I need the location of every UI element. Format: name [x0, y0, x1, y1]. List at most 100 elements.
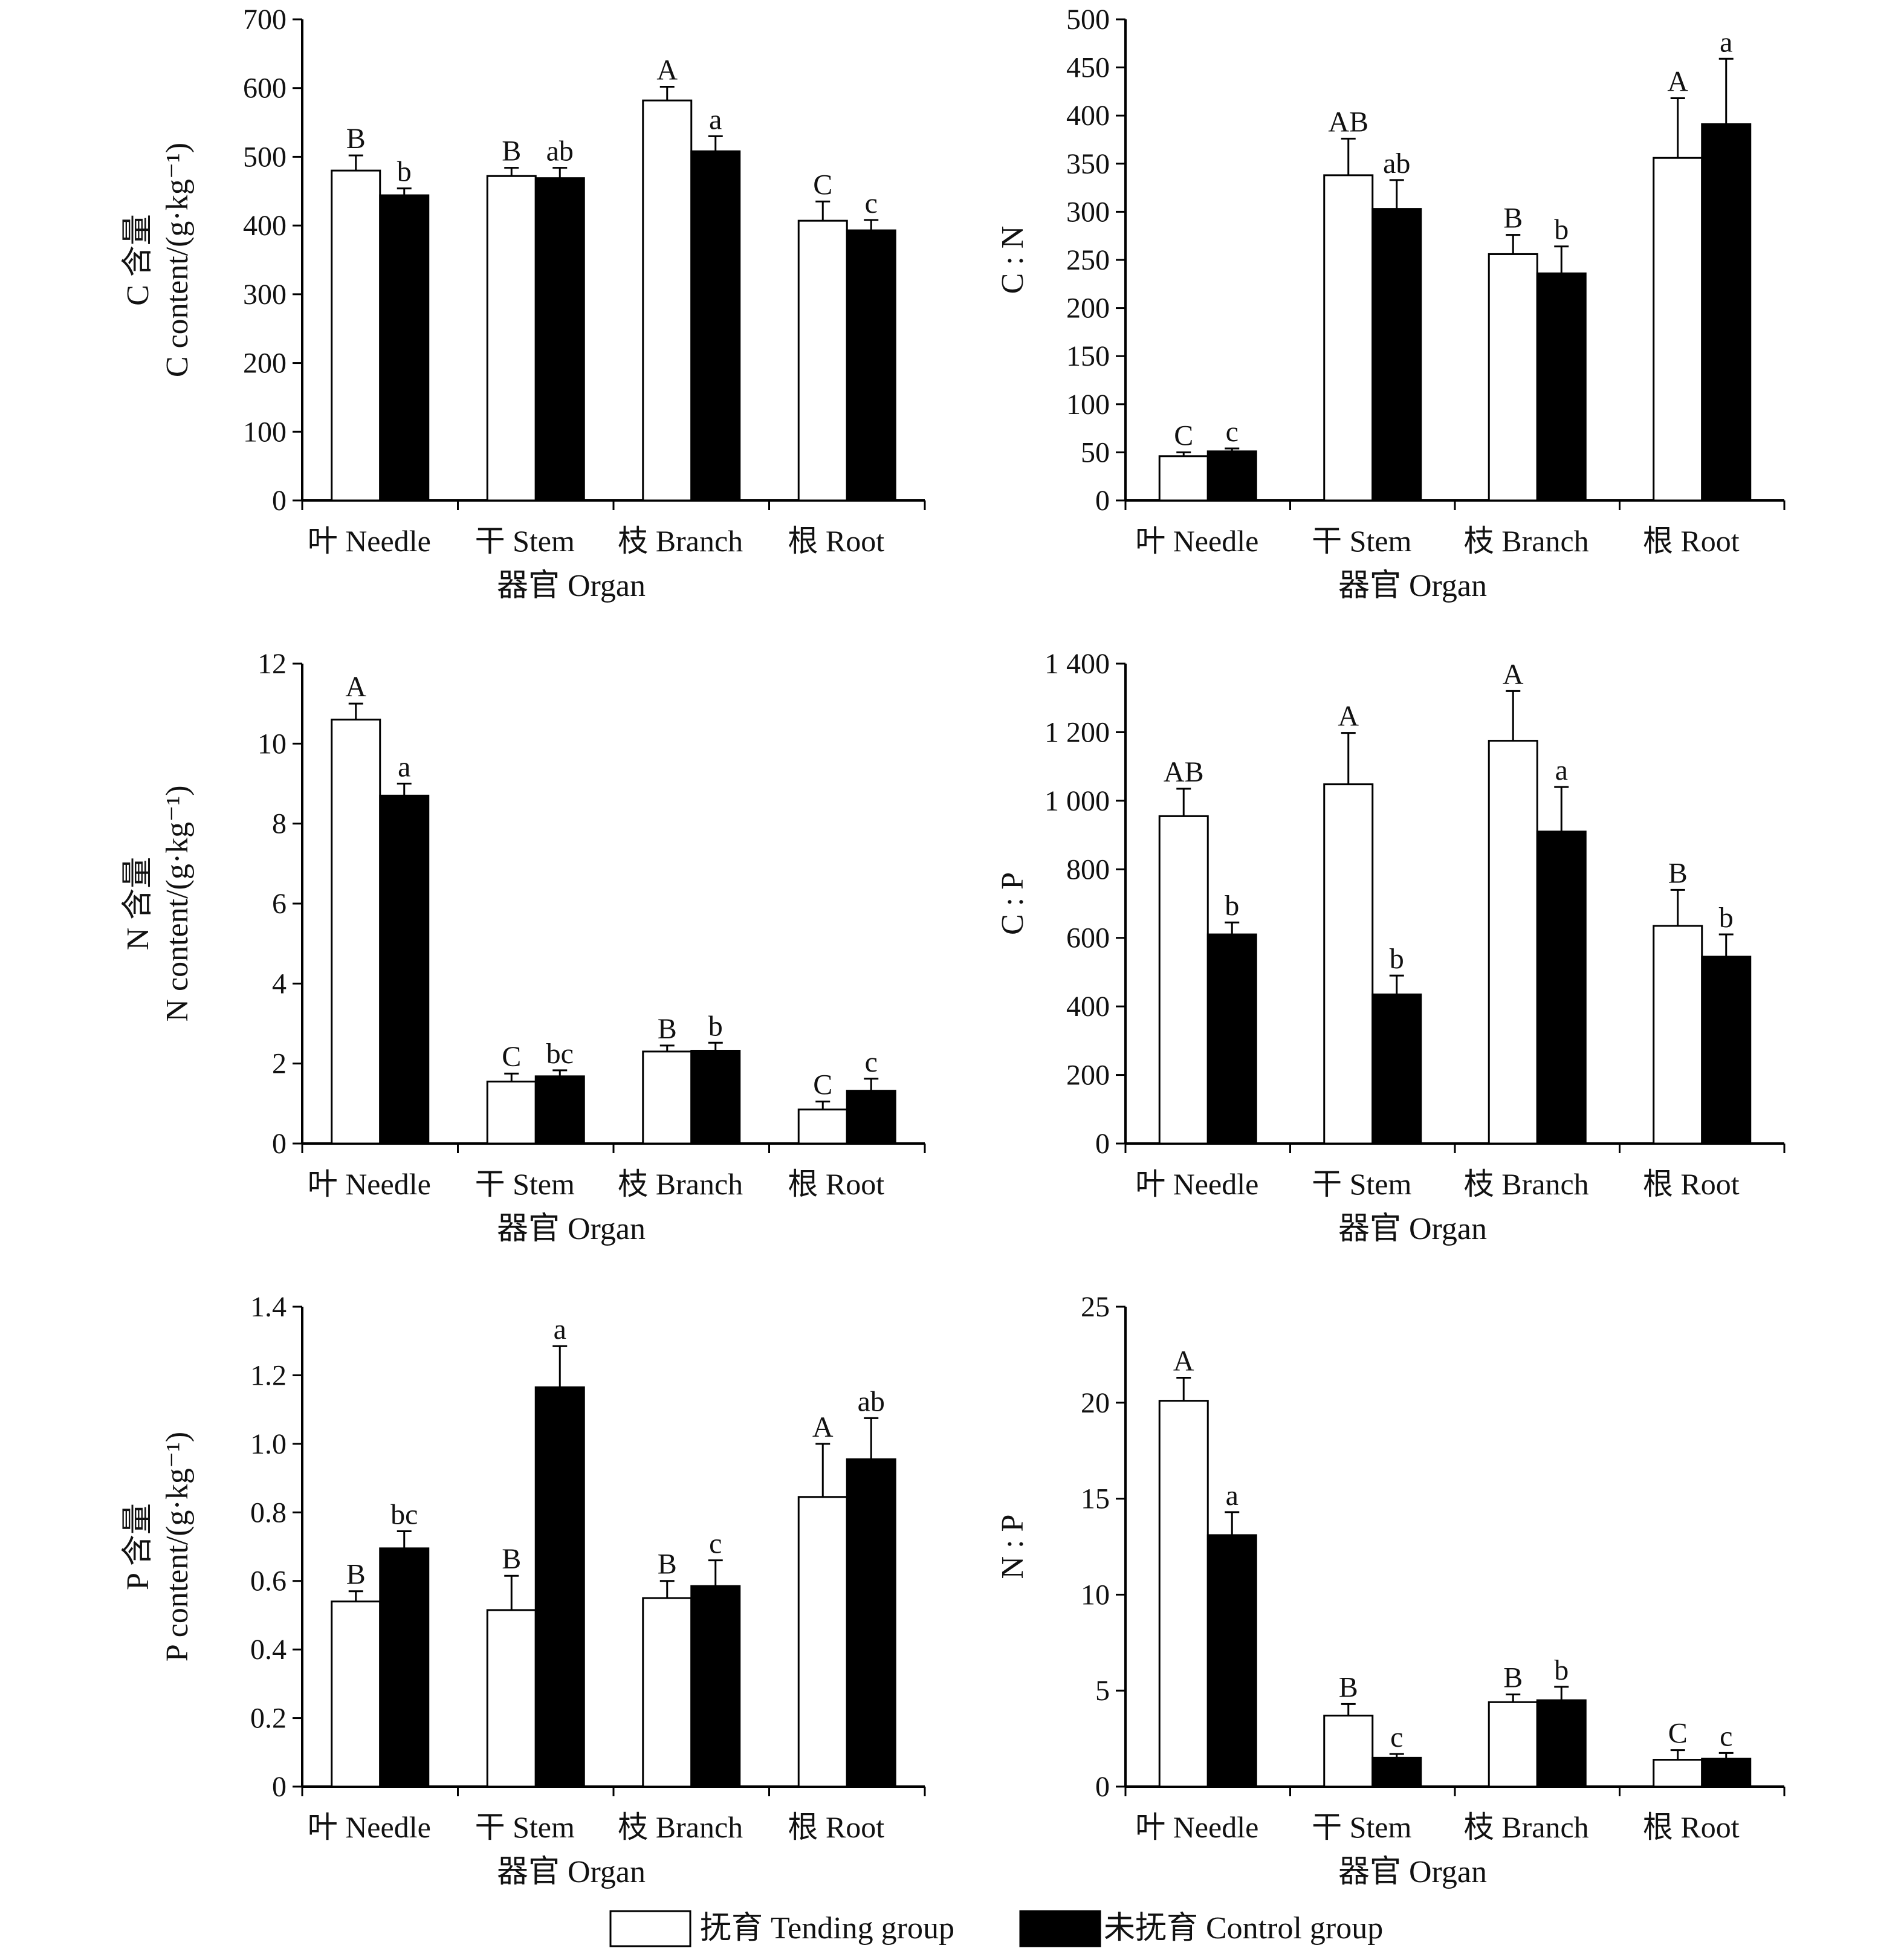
- bar-control: [534, 1075, 585, 1145]
- x-category-label: 叶 Needle: [1135, 1167, 1258, 1201]
- bar-control: [1701, 1758, 1752, 1788]
- y-axis-title-cn: C 含量: [121, 214, 155, 306]
- bar-control: [379, 794, 430, 1145]
- y-tick-label: 12: [257, 648, 287, 680]
- y-tick-label: 0: [1095, 1128, 1110, 1160]
- bar-tending: [642, 1597, 693, 1788]
- y-tick-label: 0: [1095, 485, 1110, 517]
- significance-letter: B: [658, 1548, 677, 1581]
- bar-tending: [331, 169, 381, 502]
- y-tick-label: 200: [1066, 1060, 1110, 1092]
- x-axis-title: 器官 Organ: [1338, 1855, 1487, 1889]
- y-tick-label: 700: [243, 4, 287, 36]
- bar-tending: [1158, 455, 1209, 502]
- bar-control: [690, 150, 741, 502]
- chart-c-content: 0 100 200 300 400 500 600 700 Bb 叶 Needle B ab 干 Ste…: [121, 4, 926, 603]
- bar-tending: [1158, 815, 1209, 1145]
- significance-letter: AB: [1164, 756, 1204, 788]
- bar-tending: [331, 1600, 381, 1788]
- y-tick-label: 400: [243, 210, 287, 242]
- x-category-label: 叶 Needle: [308, 1810, 431, 1844]
- bar-control: [1536, 272, 1587, 502]
- bar-tending: [1323, 174, 1374, 502]
- y-tick-label: 1 400: [1044, 648, 1110, 680]
- bar-tending: [486, 1080, 537, 1145]
- bar-tending: [331, 719, 381, 1145]
- significance-letter: C: [813, 169, 832, 201]
- y-tick-label: 25: [1081, 1291, 1110, 1323]
- significance-letter: bc: [546, 1038, 574, 1070]
- y-tick-label: 50: [1081, 436, 1110, 468]
- y-axis-title-cn: N 含量: [121, 857, 155, 951]
- y-tick-label: 1 000: [1044, 785, 1110, 817]
- y-tick-label: 500: [243, 141, 287, 173]
- significance-letter: B: [1668, 857, 1688, 889]
- y-tick-label: 600: [1066, 922, 1110, 954]
- significance-letter: a: [1226, 1480, 1239, 1512]
- x-category-label: 枝 Branch: [1464, 1167, 1589, 1201]
- y-tick-label: 1.4: [250, 1291, 287, 1323]
- bar-control: [846, 1090, 896, 1145]
- bar-control: [379, 1547, 430, 1788]
- x-category-label: 干 Stem: [1312, 524, 1411, 558]
- y-tick-label: 200: [1066, 293, 1110, 325]
- bar-tending: [797, 1496, 848, 1788]
- y-tick-label: 10: [257, 728, 287, 760]
- x-axis-title: 器官 Organ: [1338, 569, 1487, 603]
- y-tick-label: 100: [1066, 389, 1110, 421]
- significance-letter: ab: [1383, 147, 1410, 180]
- y-tick-label: 10: [1081, 1579, 1110, 1611]
- x-category-label: 枝 Branch: [618, 1810, 743, 1844]
- x-category-label: 干 Stem: [475, 524, 575, 558]
- y-axis-title-en: P content/(g·kg⁻¹): [160, 1432, 195, 1661]
- significance-letter: C: [502, 1041, 521, 1073]
- y-tick-label: 800: [1066, 853, 1110, 885]
- significance-letter: A: [1503, 658, 1524, 690]
- y-tick-label: 350: [1066, 148, 1110, 180]
- bar-tending: [1653, 157, 1703, 502]
- legend: 抚育 Tending group 未抚育 Control group: [609, 1910, 1383, 1947]
- bar-control: [1536, 830, 1587, 1145]
- x-category-label: 叶 Needle: [308, 524, 431, 558]
- bar-tending: [642, 1050, 693, 1145]
- significance-letter: b: [1225, 890, 1239, 922]
- y-tick-label: 0: [272, 1128, 287, 1160]
- y-tick-label: 100: [243, 416, 287, 448]
- legend-label-tending: 抚育 Tending group: [700, 1911, 954, 1946]
- y-tick-label: 15: [1081, 1483, 1110, 1515]
- bar-tending: [486, 1609, 537, 1788]
- y-axis-title: C : N: [996, 226, 1030, 294]
- significance-letter: a: [398, 751, 410, 783]
- x-category-label: 根 Root: [1643, 524, 1740, 558]
- bar-control: [1371, 208, 1422, 502]
- y-tick-label: 1.2: [250, 1359, 287, 1391]
- x-category-label: 根 Root: [1643, 1167, 1740, 1201]
- x-axis-title: 器官 Organ: [497, 1855, 646, 1889]
- y-tick-label: 300: [243, 279, 287, 311]
- significance-letter: c: [1390, 1721, 1403, 1753]
- bar-control: [1371, 1756, 1422, 1788]
- y-tick-label: 600: [243, 73, 287, 105]
- significance-letter: C: [813, 1069, 832, 1101]
- bar-tending: [1323, 1714, 1374, 1788]
- significance-letter: c: [709, 1528, 722, 1560]
- bar-control: [1206, 933, 1257, 1145]
- y-axis-title: C : P: [996, 872, 1030, 935]
- significance-letter: B: [346, 123, 366, 155]
- bar-tending: [1323, 783, 1374, 1145]
- y-axis-title-en: N content/(g·kg⁻¹): [160, 785, 195, 1021]
- significance-letter: B: [502, 135, 521, 167]
- bar-control: [846, 1458, 896, 1788]
- bar-tending: [1653, 1759, 1703, 1788]
- y-tick-label: 200: [243, 348, 287, 380]
- x-category-label: 枝 Branch: [618, 1167, 743, 1201]
- significance-letter: AB: [1328, 106, 1368, 138]
- significance-letter: ab: [546, 135, 574, 167]
- significance-letter: b: [1554, 214, 1569, 246]
- y-axis-title-en: C content/(g·kg⁻¹): [160, 143, 195, 377]
- y-tick-label: 0: [272, 1771, 287, 1803]
- x-category-label: 根 Root: [788, 1810, 884, 1844]
